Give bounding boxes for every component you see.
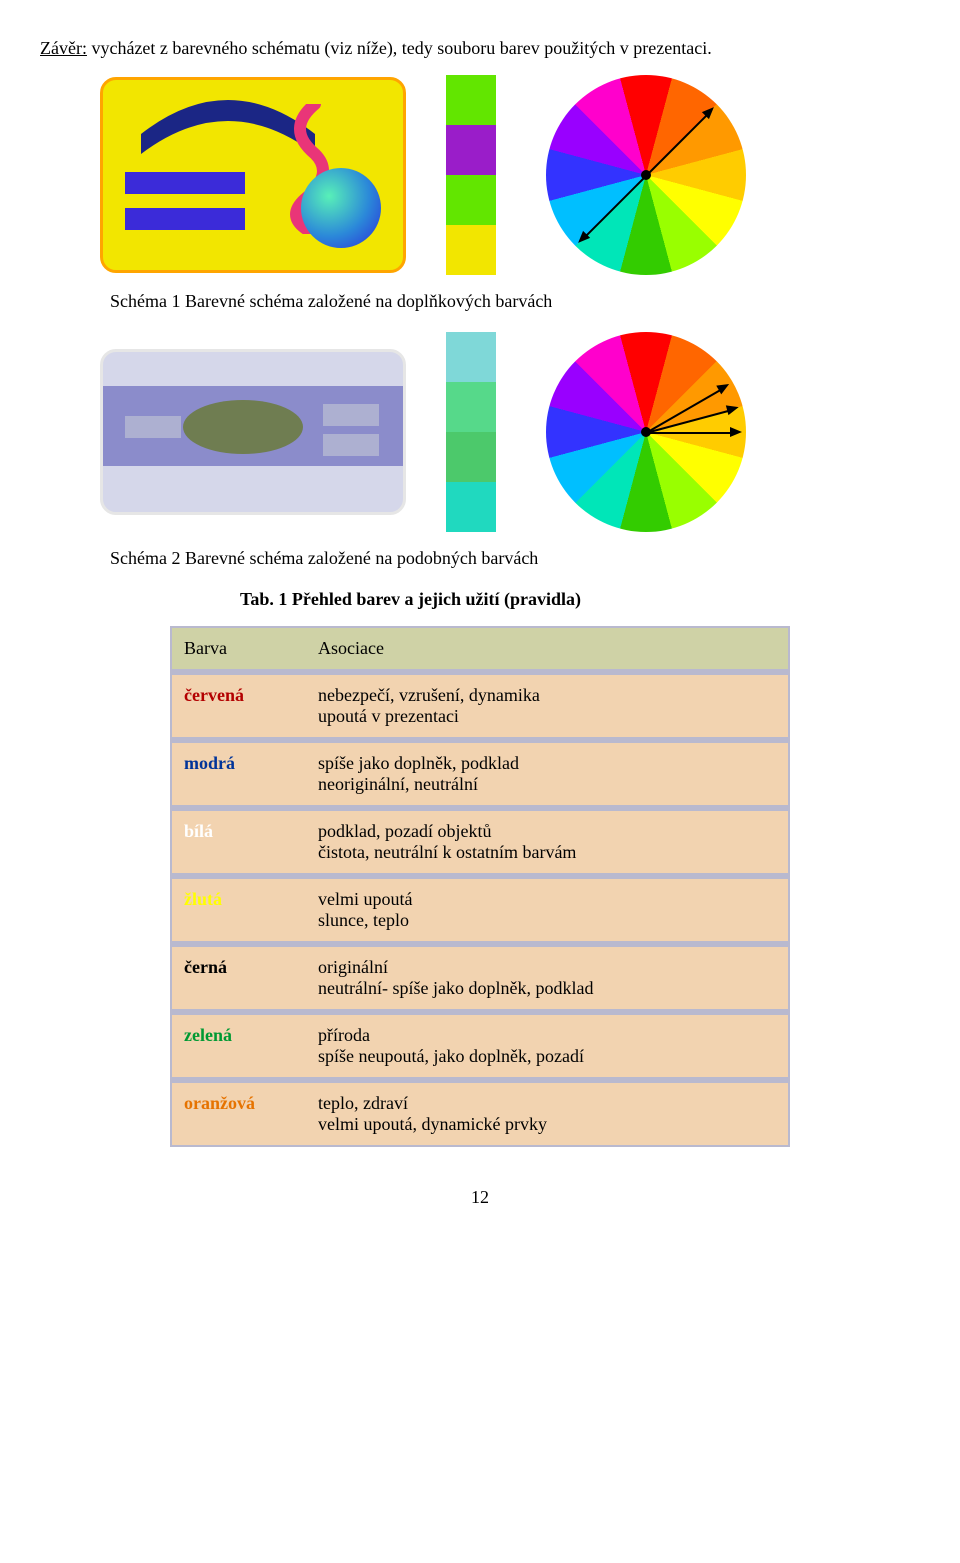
color-name-cell: modrá — [172, 743, 306, 811]
schema2-rect-2 — [323, 434, 379, 456]
color-assoc-cell: přírodaspíše neupoutá, jako doplněk, poz… — [306, 1015, 788, 1083]
color-name-cell: bílá — [172, 811, 306, 879]
intro-text: Závěr: vycházet z barevného schématu (vi… — [40, 38, 920, 59]
wheel-arrow-0 — [645, 113, 709, 177]
schema1-colorwheel — [536, 75, 756, 275]
intro-body: vycházet z barevného schématu (viz níže)… — [87, 38, 712, 58]
schema1-panel — [100, 77, 406, 273]
schema2-rect-1 — [323, 404, 379, 426]
color-assoc-cell: teplo, zdravívelmi upoutá, dynamické prv… — [306, 1083, 788, 1145]
table-header-1: Asociace — [306, 628, 788, 675]
color-name-cell: černá — [172, 947, 306, 1015]
schema2-panel — [100, 349, 406, 515]
color-name-cell: zelená — [172, 1015, 306, 1083]
table-row: žlutávelmi upoutáslunce, teplo — [172, 879, 788, 947]
swatch-1 — [446, 125, 496, 175]
swatch-3 — [446, 482, 496, 532]
table-row: modráspíše jako doplněk, podkladneorigin… — [172, 743, 788, 811]
swatch-0 — [446, 332, 496, 382]
swatch-2 — [446, 175, 496, 225]
color-assoc-cell: spíše jako doplněk, podkladneoriginální,… — [306, 743, 788, 811]
table-body: červenánebezpečí, vzrušení, dynamikaupou… — [172, 675, 788, 1145]
intro-label: Závěr: — [40, 38, 87, 58]
page-number: 12 — [40, 1187, 920, 1208]
wheel-arrow-1 — [583, 175, 647, 239]
swatch-1 — [446, 382, 496, 432]
color-name-cell: červená — [172, 675, 306, 743]
table-header-row: BarvaAsociace — [172, 628, 788, 675]
schema1-bar-1 — [125, 172, 245, 194]
color-name-cell: žlutá — [172, 879, 306, 947]
schema1-caption: Schéma 1 Barevné schéma založené na dopl… — [110, 291, 920, 312]
swatch-0 — [446, 75, 496, 125]
wheel-arrow-0 — [646, 388, 723, 434]
wheel-arrow-1 — [646, 409, 732, 434]
table-row: červenánebezpečí, vzrušení, dynamikaupou… — [172, 675, 788, 743]
schema1-sphere — [301, 168, 381, 248]
color-assoc-cell: velmi upoutáslunce, teplo — [306, 879, 788, 947]
swatch-3 — [446, 225, 496, 275]
color-assoc-cell: originálníneutrální- spíše jako doplněk,… — [306, 947, 788, 1015]
schema1-row — [100, 75, 920, 275]
table-row: černáoriginálníneutrální- spíše jako dop… — [172, 947, 788, 1015]
schema2-colorwheel — [536, 332, 756, 532]
color-assoc-cell: nebezpečí, vzrušení, dynamikaupoutá v pr… — [306, 675, 788, 743]
color-association-table: BarvaAsociace červenánebezpečí, vzrušení… — [170, 626, 790, 1147]
table-header-0: Barva — [172, 628, 306, 675]
swatch-2 — [446, 432, 496, 482]
schema2-caption: Schéma 2 Barevné schéma založené na podo… — [110, 548, 920, 569]
color-name-cell: oranžová — [172, 1083, 306, 1145]
schema1-bar-2 — [125, 208, 245, 230]
schema1-swatches — [446, 75, 496, 275]
table-caption: Tab. 1 Přehled barev a jejich užití (pra… — [40, 589, 920, 610]
schema2-row — [100, 332, 920, 532]
table-row: oranžováteplo, zdravívelmi upoutá, dynam… — [172, 1083, 788, 1145]
table-row: zelenápřírodaspíše neupoutá, jako doplně… — [172, 1015, 788, 1083]
color-assoc-cell: podklad, pozadí objektůčistota, neutráln… — [306, 811, 788, 879]
table-row: bílápodklad, pozadí objektůčistota, neut… — [172, 811, 788, 879]
schema2-rect-0 — [125, 416, 181, 438]
schema2-ellipse — [183, 400, 303, 454]
schema2-swatches — [446, 332, 496, 532]
wheel-arrow-2 — [646, 432, 734, 434]
